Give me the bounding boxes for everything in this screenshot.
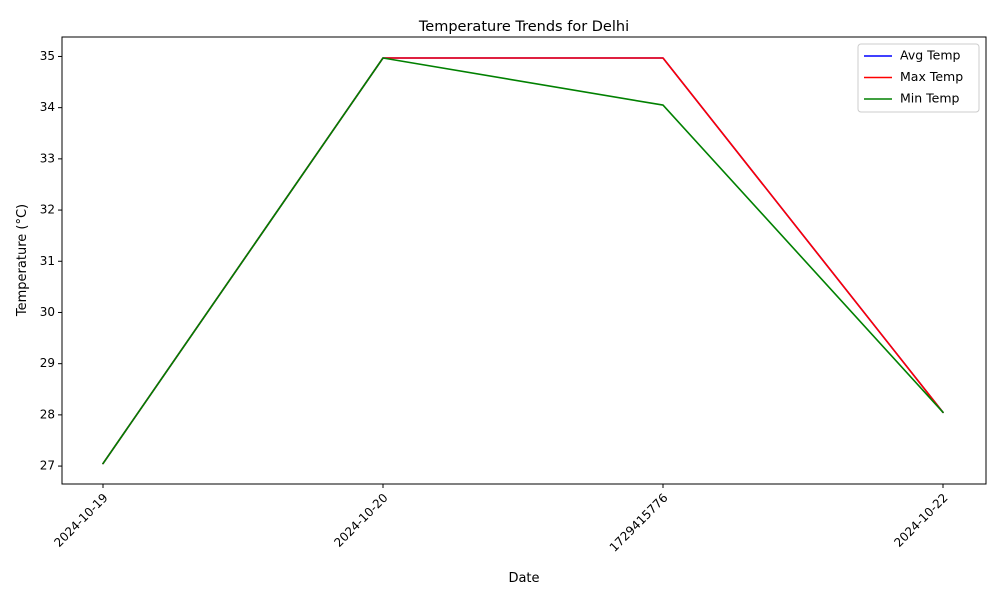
y-tick-label: 30: [40, 305, 55, 319]
y-axis-label: Temperature (°C): [15, 204, 30, 317]
plot-area-frame: [61, 36, 987, 485]
chart-title: Temperature Trends for Delhi: [418, 19, 629, 35]
legend-label-1: Max Temp: [900, 69, 963, 84]
y-tick-label: 29: [40, 356, 55, 370]
y-tick-label: 31: [40, 254, 55, 268]
y-tick-label: 32: [40, 203, 55, 217]
legend-label-2: Min Temp: [900, 91, 960, 106]
y-tick-label: 33: [40, 151, 55, 165]
legend-label-0: Avg Temp: [900, 48, 961, 63]
y-tick-label: 28: [40, 407, 55, 421]
series-line-2: [102, 57, 944, 465]
series-layer: [102, 57, 944, 465]
y-tick-label: 34: [40, 100, 55, 114]
legend-box: [857, 43, 980, 113]
y-tick-label: 27: [40, 459, 55, 473]
x-axis-label: Date: [508, 571, 539, 586]
y-axis-ticks: 27 28 29 30 31 32 33 34 35: [40, 49, 62, 473]
legend: Avg Temp Max Temp Min Temp: [857, 43, 980, 113]
y-tick-label: 35: [40, 49, 55, 63]
